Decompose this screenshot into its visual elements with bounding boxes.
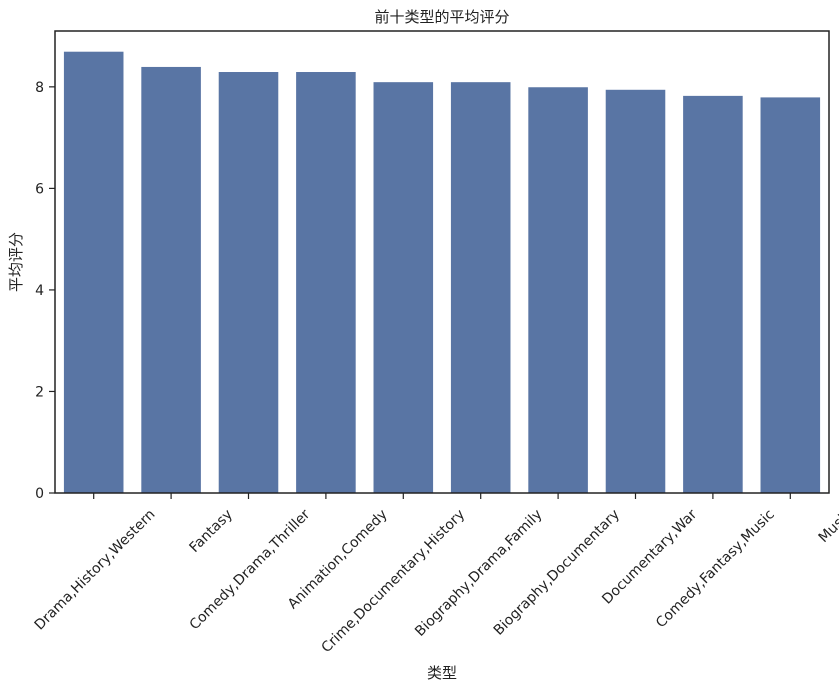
x-tick-label: Music: [816, 507, 839, 546]
x-axis-label: 类型: [427, 664, 457, 682]
bar-8: [604, 88, 667, 494]
y-axis-ticks: 0 2 4 6 8: [35, 80, 55, 502]
x-tick-label: Biography,Drama,Family: [412, 507, 545, 640]
y-axis-label: 平均评分: [7, 232, 25, 292]
plot-frame: [54, 30, 830, 494]
x-tick-label: Drama,History,Western: [32, 507, 159, 634]
y-tick-label: 8: [35, 80, 44, 96]
bar-4: [295, 71, 357, 494]
y-tick-label: 6: [35, 181, 44, 197]
bar-7: [527, 86, 589, 494]
y-tick-label: 0: [35, 486, 44, 502]
x-tick-label: Biography,Documentary: [491, 507, 623, 639]
bar-9: [682, 95, 744, 494]
bar-3: [217, 71, 280, 494]
bar-6: [450, 81, 512, 494]
bars-group: [63, 50, 821, 494]
y-tick-label: 2: [35, 384, 44, 400]
bar-2: [140, 66, 202, 494]
x-tick-label: Fantasy: [187, 507, 236, 556]
bar-1: [63, 50, 125, 494]
bar-10: [759, 96, 821, 494]
x-axis-ticks: Drama,History,Western FantasyComedy,Drama…: [32, 493, 839, 656]
bar-5: [372, 81, 434, 494]
y-tick-label: 4: [35, 283, 44, 299]
x-tick-label: Crime,Documentary,History: [319, 507, 469, 657]
chart-title: 前十类型的平均评分: [374, 8, 509, 26]
